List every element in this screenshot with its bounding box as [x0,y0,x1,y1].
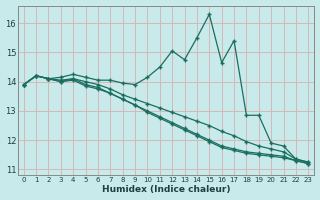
X-axis label: Humidex (Indice chaleur): Humidex (Indice chaleur) [102,185,230,194]
